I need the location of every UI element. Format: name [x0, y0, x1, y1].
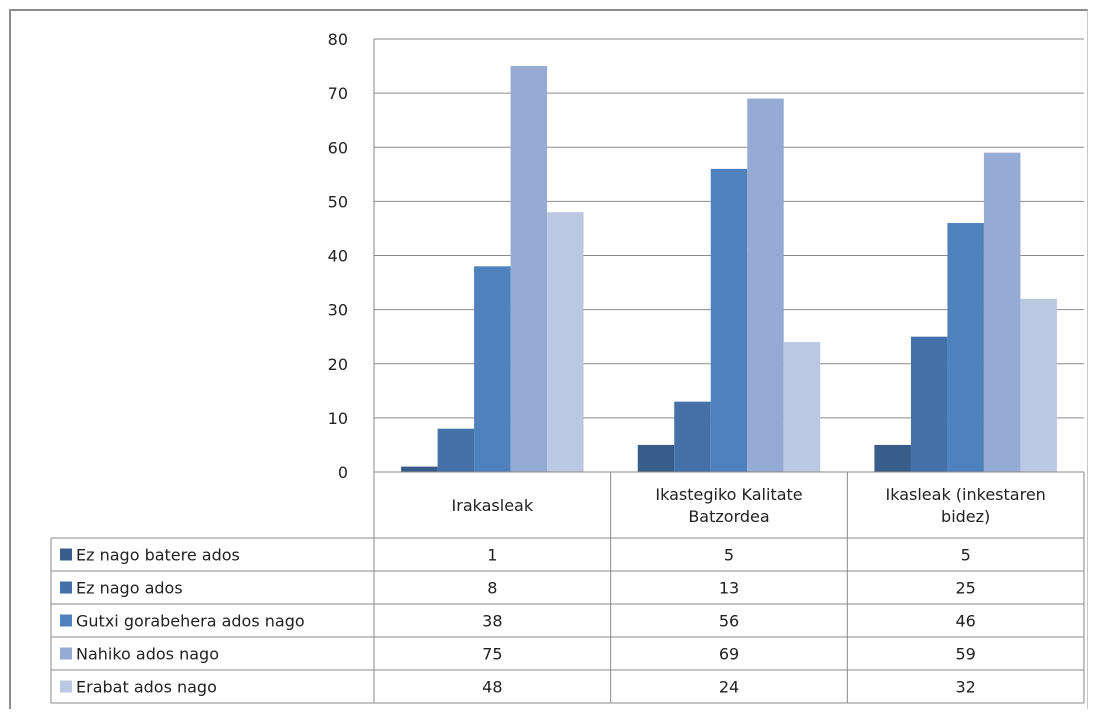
bar: [947, 223, 984, 472]
y-tick-label: 50: [328, 192, 348, 211]
legend-swatch: [60, 581, 72, 594]
bar: [910, 336, 948, 472]
bar: [547, 212, 584, 472]
bar: [437, 428, 475, 472]
y-tick-label: 0: [338, 463, 348, 482]
y-tick-label: 70: [328, 84, 348, 103]
data-table-value: 25: [955, 579, 975, 598]
data-table-value: 38: [482, 612, 502, 631]
y-tick-label: 80: [328, 30, 348, 49]
data-table-value: 13: [719, 579, 739, 598]
category-label: Ikastegiko Kalitate: [655, 485, 802, 504]
y-tick-label: 10: [328, 409, 348, 428]
bar: [510, 66, 548, 472]
bar: [710, 168, 748, 472]
data-table-value: 46: [955, 612, 975, 631]
y-tick-label: 40: [328, 247, 348, 266]
bar: [474, 266, 511, 472]
y-tick-label: 60: [328, 138, 348, 157]
bar: [637, 444, 675, 472]
legend-swatch: [60, 548, 72, 561]
y-tick-label: 20: [328, 355, 348, 374]
legend-swatch: [60, 680, 72, 693]
legend-label: Ez nago ados: [76, 579, 183, 598]
data-table-value: 69: [719, 645, 739, 664]
data-table-value: 59: [955, 645, 975, 664]
data-table-value: 48: [482, 678, 502, 697]
legend-swatch: [60, 614, 72, 627]
data-table-value: 32: [955, 678, 975, 697]
data-table-value: 75: [482, 645, 502, 664]
bar: [401, 466, 438, 472]
bar: [983, 152, 1021, 472]
chart-frame: [9, 9, 1088, 709]
category-label: Irakasleak: [452, 496, 534, 515]
legend-label: Ez nago batere ados: [76, 546, 240, 565]
bar: [1020, 298, 1057, 472]
data-table-value: 5: [724, 546, 734, 565]
category-label: Batzordea: [688, 507, 769, 526]
bar: [783, 342, 821, 472]
data-table-value: 56: [719, 612, 739, 631]
y-tick-label: 30: [328, 301, 348, 320]
bar: [747, 98, 784, 472]
category-label: Ikasleak (inkestaren: [886, 485, 1046, 504]
legend-label: Erabat ados nago: [76, 678, 217, 697]
data-table-value: 8: [487, 579, 497, 598]
data-table-value: 5: [961, 546, 971, 565]
legend-label: Nahiko ados nago: [76, 645, 219, 664]
legend-label: Gutxi gorabehera ados nago: [76, 612, 305, 631]
category-label: bidez): [941, 507, 990, 526]
data-table-value: 24: [719, 678, 739, 697]
legend-swatch: [60, 647, 72, 660]
bar: [874, 444, 911, 472]
bar: [674, 401, 711, 472]
data-table-value: 1: [487, 546, 497, 565]
